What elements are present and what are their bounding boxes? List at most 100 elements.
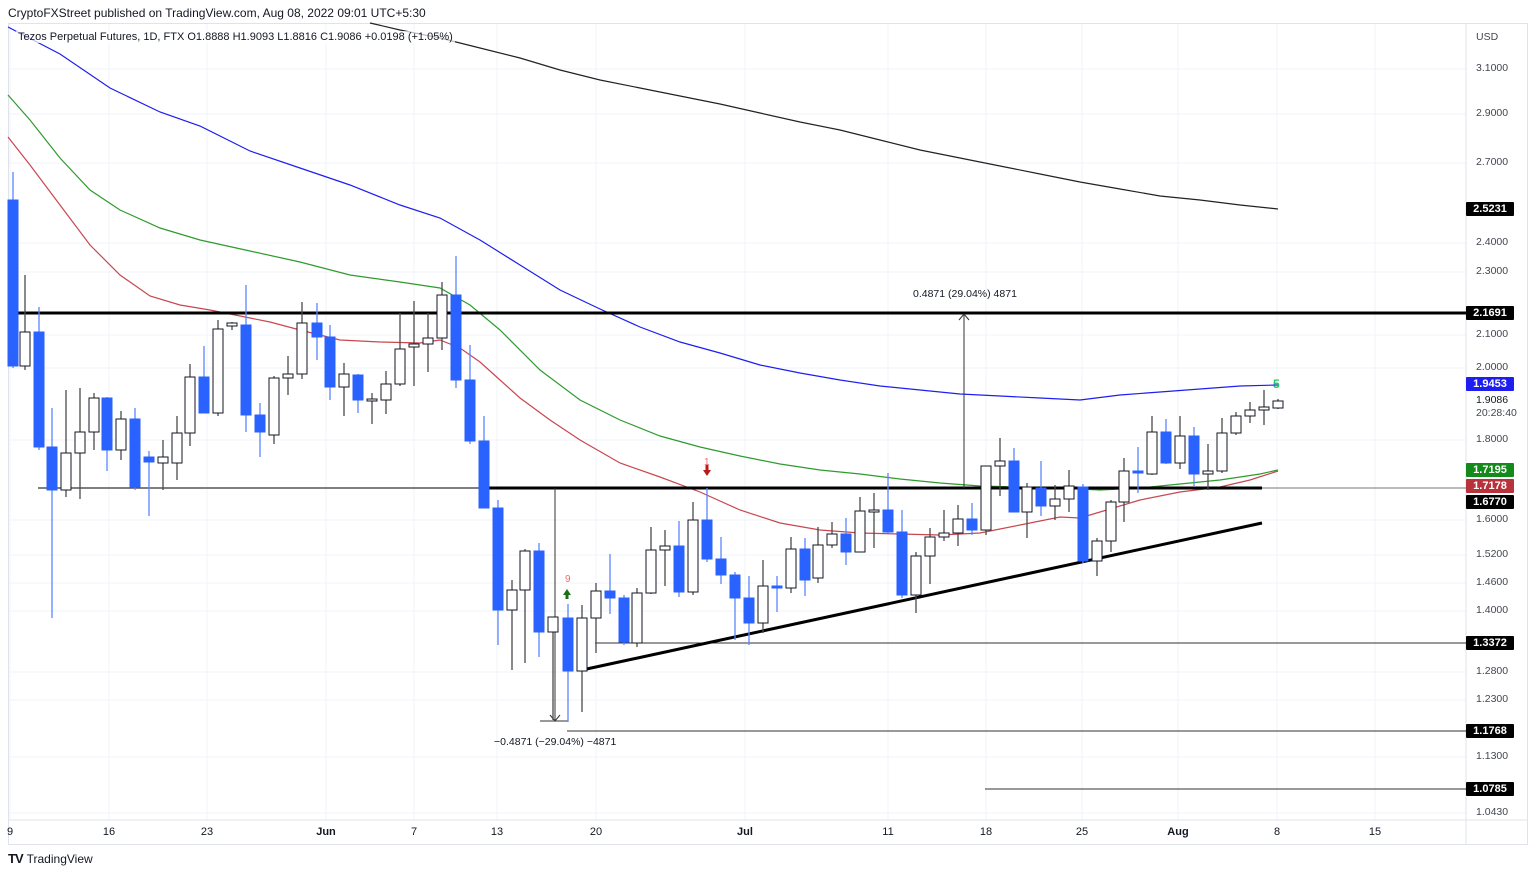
candle-up [115,418,127,451]
measure-down-label: −0.4871 (−29.04%) −4871 [494,736,617,748]
price-tick-label: 1.4600 [1476,576,1509,588]
candle-down [1160,431,1172,464]
candle-up [268,377,280,436]
candle-up [576,617,588,672]
candle-up [1021,486,1033,513]
time-tick-label: 11 [882,826,894,838]
last-price-label: 1.9086 [1476,394,1509,406]
candle-down [7,199,19,367]
ma-black-line [369,22,1279,210]
price-tick-label: 2.9000 [1476,107,1509,119]
time-tick-label: Jun [316,826,336,838]
candle-down [966,518,978,531]
price-tag: 2.5231 [1466,202,1514,216]
candle-up [408,343,420,348]
candle-down [450,294,462,381]
candle-up [1146,431,1158,475]
time-tick-label: 8 [1273,826,1281,838]
price-tick-label: 1.0430 [1476,806,1509,818]
candle-up [1202,470,1214,475]
candle-down [1077,486,1089,562]
candle-up [868,509,880,513]
candle-down [882,509,894,533]
time-tick-label: 20 [589,826,603,838]
price-tick-label: 1.5200 [1476,548,1509,560]
candle-down [1008,460,1020,513]
candle-up [1258,406,1270,411]
candle-up [157,456,169,464]
candle-up [994,460,1006,467]
candle-up [1118,470,1130,503]
ma-red-line [7,136,1279,536]
candle-up [924,536,936,557]
price-tick-label: 1.4000 [1476,604,1509,616]
candle-down [143,456,155,463]
candle-down [33,331,45,448]
price-tick-label: 2.0000 [1476,361,1509,373]
chart-frame[interactable] [8,23,1528,845]
candle-up [506,589,518,611]
candle-up [184,376,196,434]
price-tag: 1.0785 [1466,782,1514,796]
candle-down [533,550,545,633]
time-tick-label: 25 [1075,826,1089,838]
time-tick-label: 7 [410,826,418,838]
candle-up [952,518,964,534]
candle-up [1272,400,1284,409]
time-tick-label: 13 [490,826,504,838]
candle-up [938,532,950,538]
candle-down [1035,487,1047,507]
ascending-trendline [581,521,1263,672]
price-tick-label: 1.2800 [1476,665,1509,677]
price-tick-label: 1.6000 [1476,513,1509,525]
price-tick-label: 3.1000 [1476,62,1509,74]
price-tick-label: 2.4000 [1476,236,1509,248]
candle-up [282,373,294,379]
td-current-count: 5 [1273,377,1280,391]
candle-down [198,376,210,414]
candle-down [240,324,252,416]
candle-up [88,397,100,433]
tradingview-brand: TradingView [26,851,93,866]
candle-down [562,617,574,672]
candle-down [604,590,616,599]
candle-down [701,519,713,560]
candle-up [394,348,406,385]
candle-down [254,414,266,433]
candle-up [380,383,392,401]
td-buy-count: 9 [565,574,571,585]
candle-down [101,397,113,451]
candle-up [366,398,378,402]
price-tag: 1.7178 [1466,479,1514,493]
candle-up [757,585,769,624]
candle-up [1230,415,1242,434]
candle-down [1188,435,1200,475]
candle-up [547,616,559,633]
candle-up [1174,435,1186,464]
candle-up [1244,409,1256,417]
candle-up [1105,501,1117,542]
tradingview-footer[interactable]: TV TradingView [8,851,93,866]
candle-up [212,328,224,414]
price-tick-label: 1.2300 [1476,693,1509,705]
candle-up [980,465,992,531]
candle-up [1049,498,1061,507]
candle-up [338,373,350,388]
time-tick-label: 23 [200,826,214,838]
candle-down [618,597,630,643]
candle-up [645,549,657,594]
candle-down [478,440,490,509]
candle-down [729,574,741,599]
candle-up [631,592,643,644]
measure-up-label: 0.4871 (29.04%) 4871 [913,288,1017,300]
symbol-legend: Tezos Perpetual Futures, 1D, FTX O1.8888… [16,31,455,43]
time-tick-label: Aug [1167,826,1189,838]
time-tick-label: 18 [979,826,993,838]
sell-arrow-icon [703,465,711,476]
candle-up [171,432,183,464]
candle-up [422,337,434,345]
candle-down [840,533,852,553]
candle-up [812,544,824,579]
price-tick-label: 2.3000 [1476,265,1509,277]
